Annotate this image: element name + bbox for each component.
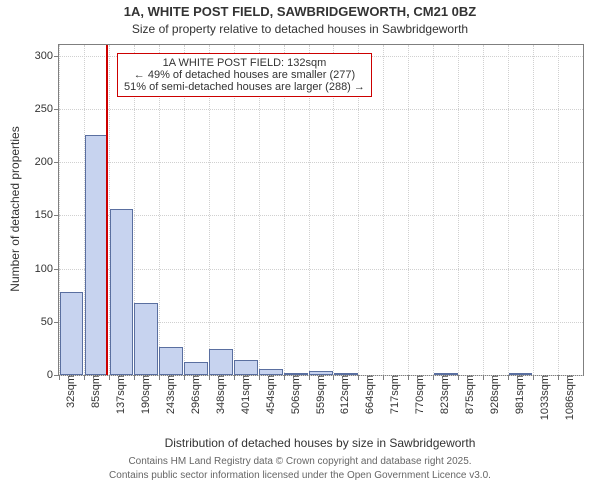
x-tick-label: 85sqm — [84, 375, 102, 408]
gridline-v — [458, 45, 459, 375]
x-tick-label: 32sqm — [59, 375, 77, 408]
x-tick-label: 296sqm — [184, 375, 202, 414]
gridline-v — [508, 45, 509, 375]
chart-title-line2: Size of property relative to detached ho… — [0, 22, 600, 36]
x-tick-label: 348sqm — [209, 375, 227, 414]
gridline-h — [59, 109, 583, 110]
chart-title-line1: 1A, WHITE POST FIELD, SAWBRIDGEWORTH, CM… — [0, 4, 600, 19]
x-tick-label: 770sqm — [408, 375, 426, 414]
gridline-h — [59, 162, 583, 163]
histogram-bar — [60, 292, 84, 375]
plot-area: 050100150200250300 32sqm85sqm137sqm190sq… — [58, 44, 584, 376]
x-tick-label: 190sqm — [134, 375, 152, 414]
x-tick-label: 401sqm — [234, 375, 252, 414]
gridline-v — [408, 45, 409, 375]
x-tick-label: 875sqm — [458, 375, 476, 414]
y-tick-label: 200 — [35, 156, 59, 168]
gridline-v — [483, 45, 484, 375]
x-tick-label: 137sqm — [109, 375, 127, 414]
x-axis-title: Distribution of detached houses by size … — [58, 436, 582, 450]
gridline-v — [383, 45, 384, 375]
annotation-box: 1A WHITE POST FIELD: 132sqm ← 49% of det… — [117, 53, 372, 97]
y-tick-label: 300 — [35, 50, 59, 62]
annotation-line2: ← 49% of detached houses are smaller (27… — [124, 69, 365, 81]
reference-marker-line — [106, 45, 108, 375]
footer-line1: Contains HM Land Registry data © Crown c… — [0, 456, 600, 467]
x-tick-label: 506sqm — [284, 375, 302, 414]
histogram-bar — [234, 360, 258, 375]
y-tick-label: 50 — [41, 316, 59, 328]
gridline-v — [433, 45, 434, 375]
x-tick-label: 612sqm — [333, 375, 351, 414]
y-tick-label: 100 — [35, 263, 59, 275]
gridline-v — [558, 45, 559, 375]
gridline-h — [59, 215, 583, 216]
x-tick-label: 981sqm — [508, 375, 526, 414]
histogram-bar — [134, 303, 158, 375]
histogram-bar — [159, 347, 183, 375]
gridline-h — [59, 269, 583, 270]
histogram-bar — [184, 362, 208, 375]
x-tick-label: 559sqm — [309, 375, 327, 414]
x-tick-label: 243sqm — [159, 375, 177, 414]
gridline-v — [533, 45, 534, 375]
annotation-line3: 51% of semi-detached houses are larger (… — [124, 81, 365, 93]
y-tick-label: 0 — [47, 369, 59, 381]
y-tick-label: 250 — [35, 103, 59, 115]
footer-line2: Contains public sector information licen… — [0, 470, 600, 481]
y-axis-title: Number of detached properties — [8, 126, 22, 291]
histogram-bar — [209, 349, 233, 375]
x-tick-label: 454sqm — [259, 375, 277, 414]
annotation-line1: 1A WHITE POST FIELD: 132sqm — [124, 57, 365, 69]
histogram-bar — [110, 209, 134, 375]
x-tick-label: 664sqm — [358, 375, 376, 414]
x-tick-label: 823sqm — [433, 375, 451, 414]
x-tick-label: 717sqm — [383, 375, 401, 414]
x-tick-label: 928sqm — [483, 375, 501, 414]
chart-container: 1A, WHITE POST FIELD, SAWBRIDGEWORTH, CM… — [0, 0, 600, 500]
x-tick-label: 1033sqm — [533, 375, 551, 420]
y-tick-label: 150 — [35, 209, 59, 221]
histogram-bar — [85, 135, 109, 375]
x-tick-label: 1086sqm — [558, 375, 576, 420]
